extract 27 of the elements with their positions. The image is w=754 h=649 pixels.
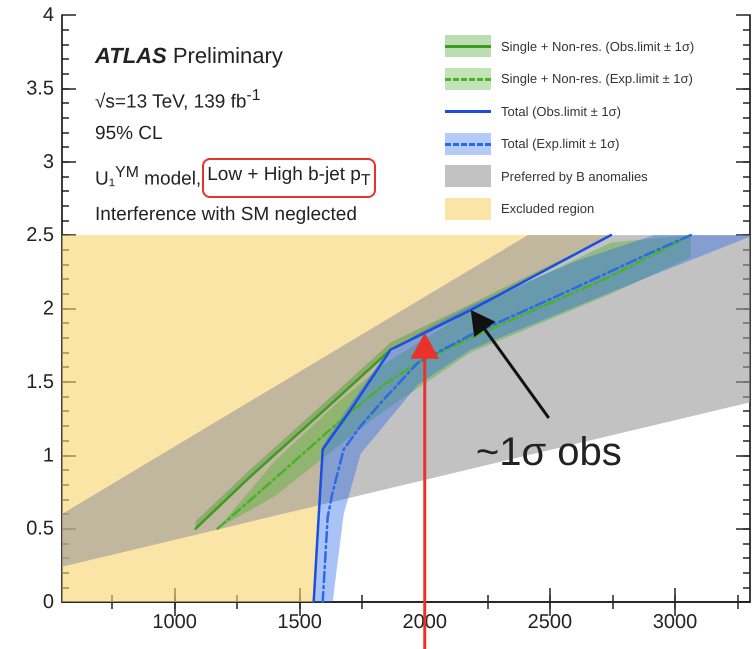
y-tick-label: 0.5 [26, 518, 54, 540]
legend-label: Excluded region [501, 201, 594, 216]
x-tick-label: 1500 [277, 611, 322, 633]
y-tick-label: 1.5 [26, 370, 54, 393]
y-tick-label: 3.5 [26, 77, 54, 100]
x-tick-label: 2500 [528, 611, 572, 633]
text: ATLAS Preliminary [95, 43, 283, 68]
line-series [321, 234, 692, 604]
y-tick-label: 0 [42, 591, 54, 613]
legend-label: Total (Obs.limit ± 1σ) [501, 104, 621, 118]
legend-label: Single + Non-res. (Exp.limit ± 1σ) [501, 71, 693, 86]
y-tick-label: 1 [42, 444, 54, 466]
x-tick-label: 1000 [152, 611, 197, 633]
legend-label: Preferred by B anomalies [501, 168, 648, 184]
annotation: U₁$^{YM}$ model, [95, 164, 202, 190]
annotation: 95% CL [95, 123, 163, 144]
y-tick-label: 2 [42, 298, 54, 320]
annotation: Interference with SM neglected [95, 204, 357, 225]
legend-label: Single + Non-res. (Obs.limit ± 1σ) [501, 38, 694, 54]
annotation: √s=13 TeV, 139 fb$^{-1}$ [95, 87, 261, 112]
legend-label: Total (Exp.limit ± 1σ) [501, 136, 620, 151]
annotation: ~1σ obs [476, 430, 622, 474]
y-tick-label: 2.5 [26, 224, 54, 246]
annotation: Low + High b-jet p$_{T}$ [207, 164, 371, 189]
x-tick-label: 3000 [652, 611, 698, 633]
y-tick-label: 3 [42, 150, 54, 173]
y-tick-label: 4 [42, 4, 54, 26]
